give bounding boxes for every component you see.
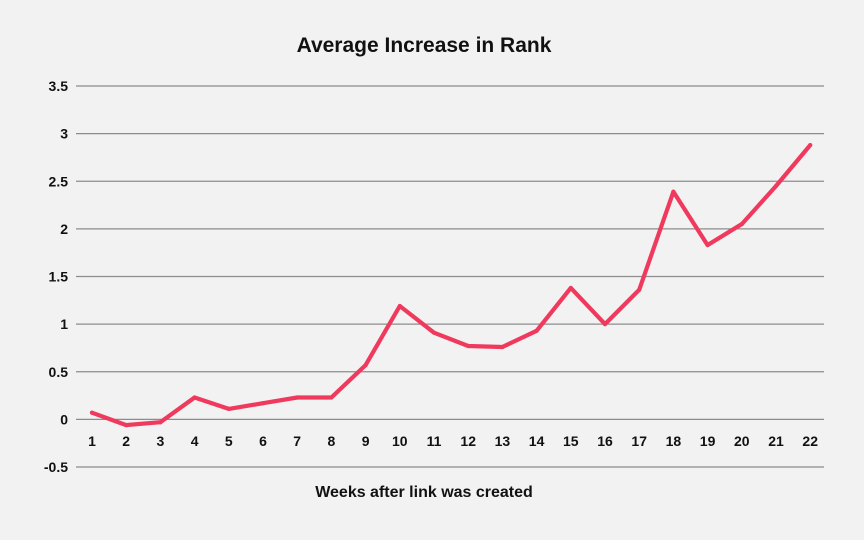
data-point [568, 285, 573, 291]
data-point [363, 362, 368, 368]
data-point [602, 322, 608, 327]
x-tick-label: 13 [495, 433, 511, 449]
data-point [808, 142, 813, 148]
data-point [124, 422, 129, 428]
data-point [705, 242, 710, 248]
data-point [500, 344, 505, 350]
x-axis-tick-labels: 1 2 3 4 5 6 7 8 9 10 11 12 13 14 15 16 17 18 19 20 21 22 [88, 433, 818, 449]
x-tick-label: 7 [293, 433, 301, 449]
x-tick-label: 18 [666, 433, 682, 449]
y-tick-label: 2.5 [49, 173, 69, 189]
x-tick-label: 19 [700, 433, 716, 449]
y-tick-label: 1.5 [49, 269, 69, 285]
data-point [89, 410, 95, 415]
x-tick-label: 9 [362, 433, 370, 449]
x-tick-label: 22 [802, 433, 818, 449]
x-tick-label: 5 [225, 433, 233, 449]
data-point [466, 343, 471, 349]
series-layer [89, 142, 813, 428]
x-tick-label: 11 [427, 433, 442, 449]
data-point [534, 328, 539, 333]
y-tick-label: -0.5 [44, 459, 68, 475]
gridlines [76, 85, 824, 468]
x-tick-label: 8 [328, 433, 336, 449]
data-point [671, 189, 676, 194]
x-tick-label: 20 [734, 433, 750, 449]
y-tick-label: 3.5 [49, 78, 69, 94]
x-axis-title: Weeks after link was created [315, 484, 533, 501]
y-tick-label: 0 [60, 411, 68, 427]
x-tick-label: 4 [191, 433, 199, 449]
x-tick-label: 6 [259, 433, 267, 449]
y-tick-label: 0.5 [49, 364, 69, 380]
data-point [329, 395, 334, 400]
data-point [773, 183, 779, 189]
data-point [295, 395, 300, 400]
x-tick-label: 12 [460, 433, 476, 449]
data-point [637, 287, 642, 292]
x-tick-label: 17 [631, 433, 647, 449]
x-tick-label: 16 [597, 433, 613, 449]
x-tick-label: 3 [157, 433, 165, 449]
data-point [192, 395, 197, 400]
x-tick-label: 2 [122, 433, 130, 449]
data-point [226, 406, 231, 411]
data-point [158, 420, 163, 425]
data-point [397, 303, 402, 309]
data-point [739, 222, 744, 227]
x-tick-label: 1 [88, 433, 96, 449]
x-tick-label: 10 [392, 433, 408, 449]
y-axis-tick-labels: 3.5 3 2.5 2 1.5 1 0.5 0 -0.5 [44, 78, 68, 475]
series-line-0 [89, 143, 813, 428]
y-tick-label: 2 [60, 221, 68, 237]
data-point [431, 330, 437, 335]
chart-title: Average Increase in Rank [296, 34, 552, 57]
x-tick-label: 15 [563, 433, 579, 449]
x-tick-label: 14 [529, 433, 545, 449]
y-tick-label: 1 [60, 316, 68, 332]
y-tick-label: 3 [60, 126, 68, 142]
data-point [260, 401, 266, 406]
x-tick-label: 21 [768, 433, 784, 449]
